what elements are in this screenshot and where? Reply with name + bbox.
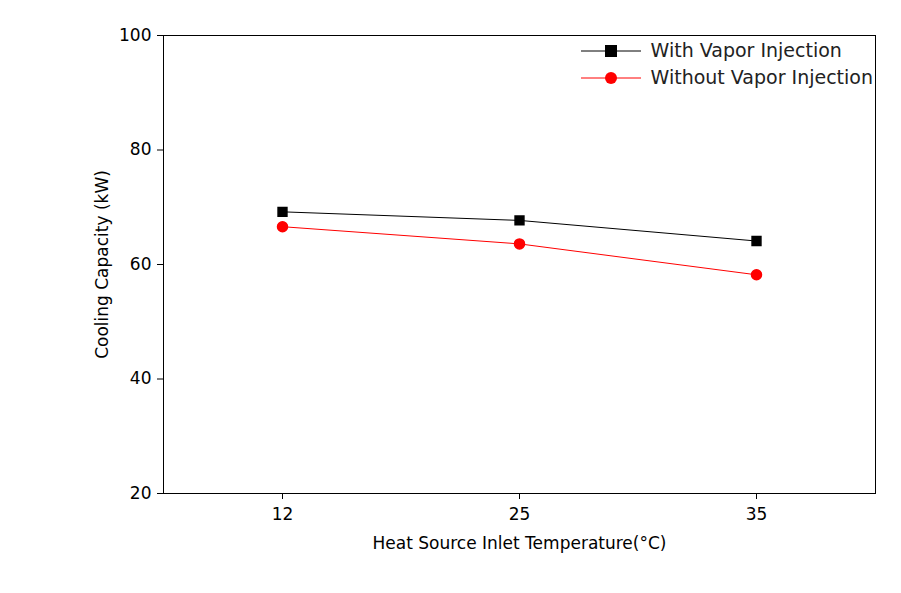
html-text:With Vapor Injection: With Vapor Injection <box>650 39 842 61</box>
svg-text:100: 100 <box>119 25 151 45</box>
svg-text:20: 20 <box>130 483 152 503</box>
svg-text:60: 60 <box>130 254 152 274</box>
svg-text:40: 40 <box>130 368 152 388</box>
svg-text:Heat Source Inlet Temperature(: Heat Source Inlet Temperature(°C) <box>373 533 667 553</box>
svg-text:Cooling Capacity (kW): Cooling Capacity (kW) <box>92 170 112 359</box>
svg-text:80: 80 <box>130 139 152 159</box>
html-text:Without Vapor Injection: Without Vapor Injection <box>650 66 873 88</box>
svg-text:25: 25 <box>509 504 531 524</box>
svg-text:35: 35 <box>746 504 768 524</box>
svg-text:12: 12 <box>272 504 294 524</box>
